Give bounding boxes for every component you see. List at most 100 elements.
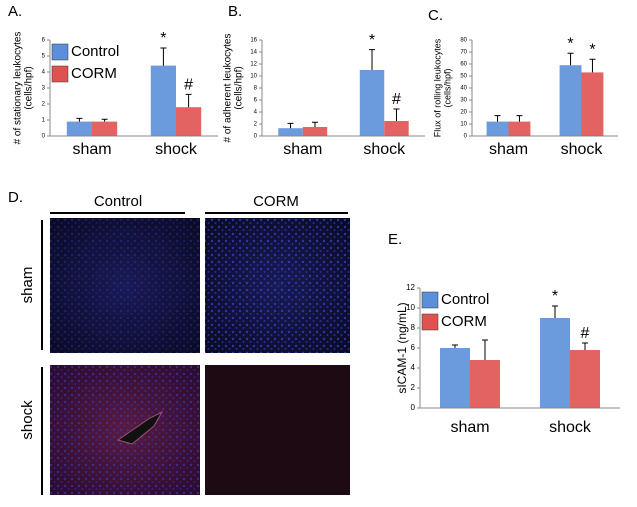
x-tick-label: sham	[283, 141, 322, 158]
y-tick-label: 12	[250, 62, 257, 68]
error-bar	[482, 339, 488, 360]
x-tick-label: shock	[549, 419, 592, 436]
y-tick-label: 30	[460, 98, 467, 104]
error-bar	[101, 118, 108, 122]
error-bar	[552, 305, 558, 318]
y-tick-label: 10	[250, 74, 257, 80]
legend-swatch	[421, 291, 439, 309]
bar	[540, 318, 570, 408]
annotation: *	[552, 288, 558, 305]
micrograph	[205, 365, 350, 495]
legend-swatch	[51, 65, 69, 83]
bar	[92, 121, 118, 136]
error-bar	[185, 93, 192, 108]
legend-swatch	[421, 313, 439, 331]
y-tick-label: 6	[42, 38, 46, 44]
x-tick-label: sham	[489, 141, 528, 158]
column-label: Control	[94, 193, 142, 210]
annotation: #	[184, 77, 193, 94]
row-label: sham	[19, 267, 36, 304]
micrograph-texture	[50, 365, 200, 495]
x-tick-label: shock	[561, 141, 604, 158]
annotation: *	[160, 30, 166, 47]
error-bar	[494, 115, 501, 122]
annotation: *	[567, 35, 573, 52]
y-tick-label: 20	[460, 110, 467, 116]
y-tick-label: 80	[460, 38, 467, 44]
y-tick-label: 16	[250, 38, 257, 44]
y-axis-label: # of stationary leukocytes	[13, 32, 24, 145]
error-bar	[393, 108, 400, 121]
y-axis-label: Flux of rolling leukocytes	[432, 38, 442, 137]
y-tick-label: 70	[460, 50, 467, 56]
legend-label: CORM	[71, 65, 117, 82]
panel-label: B.	[228, 3, 242, 20]
bar	[150, 65, 176, 136]
error-bar	[516, 115, 523, 122]
y-tick-label: 10	[460, 122, 467, 128]
bar	[470, 360, 500, 408]
error-bar	[287, 122, 294, 129]
y-tick-label: 4	[42, 70, 46, 76]
y-tick-label: 0	[411, 403, 416, 412]
y-tick-label: 5	[42, 54, 46, 60]
y-tick-label: 0	[254, 134, 258, 140]
y-tick-label: 4	[411, 363, 416, 372]
annotation: *	[369, 32, 375, 49]
panel-label: A.	[8, 3, 22, 20]
y-tick-label: 2	[42, 102, 46, 108]
y-tick-label: 8	[254, 86, 258, 92]
error-bar	[567, 52, 574, 66]
bar	[559, 65, 582, 136]
bar	[581, 72, 604, 136]
y-tick-label: 10	[406, 303, 415, 312]
legend-label: Control	[441, 291, 489, 308]
y-tick-label: 1	[42, 118, 46, 124]
bar	[302, 127, 328, 136]
y-tick-label: 60	[460, 62, 467, 68]
y-tick-label: 3	[42, 86, 46, 92]
bar	[359, 70, 385, 136]
y-axis-label: # of adherent leukocytes	[223, 34, 234, 143]
y-tick-label: 14	[250, 50, 257, 56]
error-bar	[582, 342, 588, 350]
legend-label: Control	[71, 43, 119, 60]
x-tick-label: shock	[155, 141, 198, 158]
y-tick-label: 40	[460, 86, 467, 92]
panel-label: C.	[428, 7, 443, 24]
bar	[66, 121, 92, 136]
error-bar	[369, 49, 376, 70]
y-tick-label: 6	[254, 98, 258, 104]
bar	[278, 128, 303, 136]
x-tick-label: sham	[450, 419, 489, 436]
legend-swatch	[51, 43, 69, 61]
bar	[570, 350, 600, 408]
y-tick-label: 0	[464, 134, 468, 140]
column-label: CORM	[253, 193, 299, 210]
panel-label: D.	[8, 189, 23, 206]
y-tick-label: 8	[411, 323, 416, 332]
y-tick-label: 50	[460, 74, 467, 80]
bar	[384, 121, 409, 136]
panel-label: E.	[388, 231, 402, 248]
annotation: #	[392, 91, 401, 108]
y-axis-label: (cells/hpf)	[442, 68, 452, 107]
error-bar	[311, 121, 318, 127]
bar	[508, 121, 531, 136]
y-axis-label: (cells/hpf)	[234, 66, 245, 109]
y-axis-label: sICAM-1 (ng/mL)	[395, 302, 409, 393]
error-bar	[589, 58, 596, 73]
vessel	[116, 410, 164, 445]
y-axis-label: (cells/hpf)	[24, 66, 35, 109]
x-tick-label: sham	[72, 141, 111, 158]
annotation: *	[589, 41, 595, 58]
annotation: #	[581, 325, 590, 342]
x-tick-label: shock	[363, 141, 406, 158]
legend-label: CORM	[441, 313, 487, 330]
error-bar	[76, 117, 83, 122]
error-bar	[452, 344, 458, 348]
bar	[176, 107, 202, 136]
y-tick-label: 12	[406, 283, 415, 292]
